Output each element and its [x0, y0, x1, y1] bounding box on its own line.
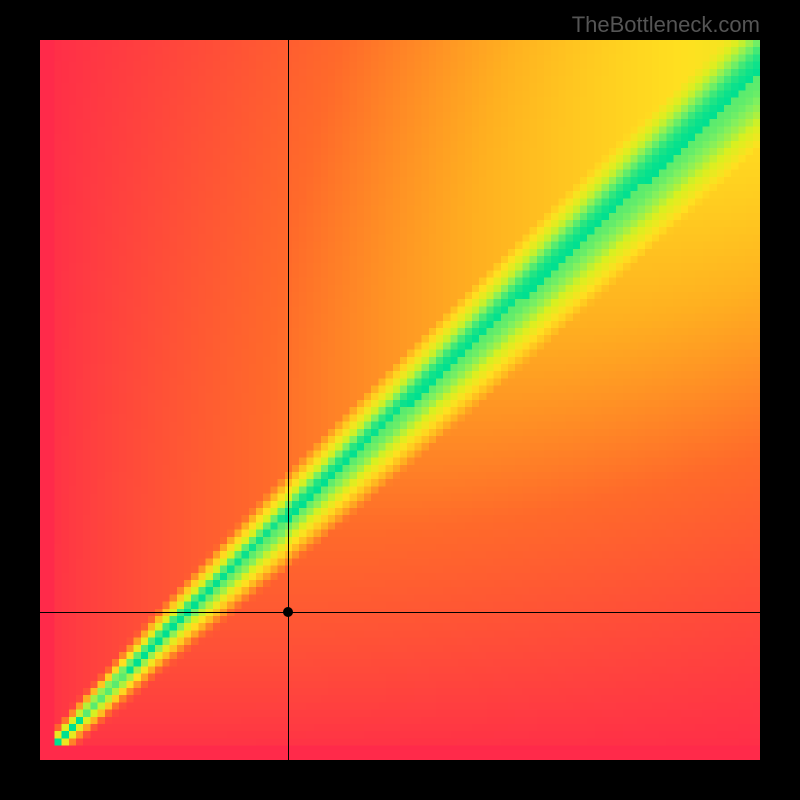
bottleneck-heatmap — [40, 40, 760, 760]
crosshair-horizontal — [40, 612, 760, 613]
watermark-text: TheBottleneck.com — [572, 12, 760, 38]
chart-container: TheBottleneck.com — [0, 0, 800, 800]
crosshair-vertical — [288, 40, 289, 760]
